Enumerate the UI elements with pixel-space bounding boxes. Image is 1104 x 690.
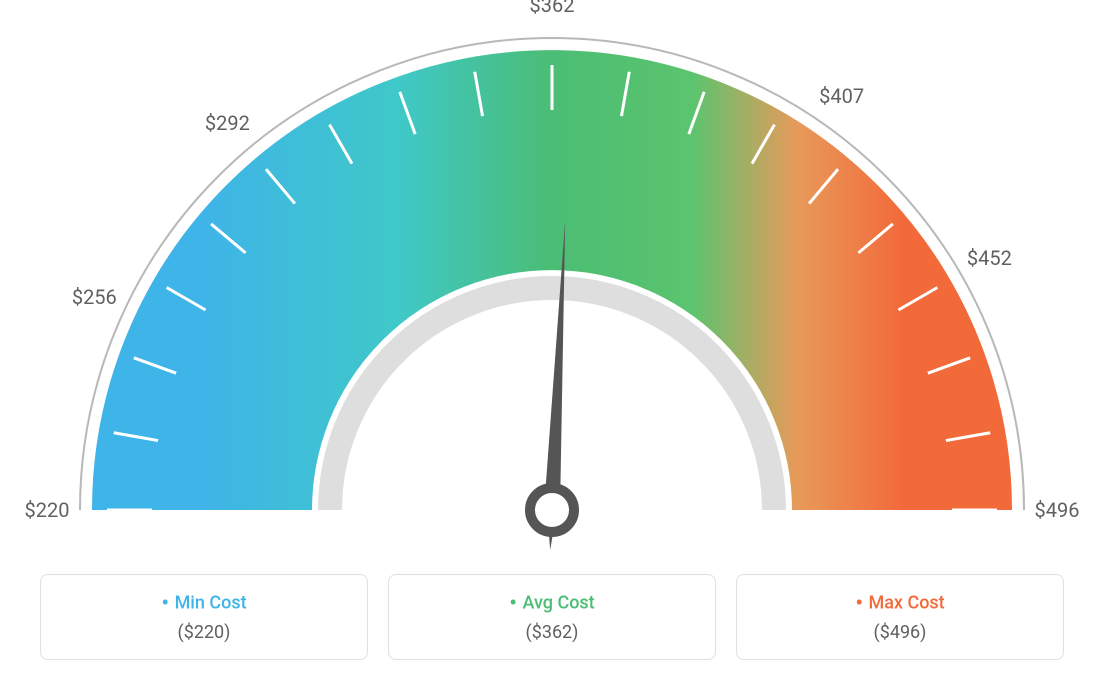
dial-tick-label: $292 [205,111,250,135]
legend-avg-value: ($362) [409,622,695,643]
legend-min-cost: Min Cost ($220) [40,574,368,660]
legend-max-cost: Max Cost ($496) [736,574,1064,660]
legend-avg-label: Avg Cost [409,591,695,616]
dial-tick-label: $362 [530,0,575,17]
dial-tick-label: $220 [25,498,70,522]
gauge-svg [0,0,1104,560]
cost-gauge-chart: $220 $256 $292 $362 $407 $452 $496 [0,0,1104,560]
legend-avg-cost: Avg Cost ($362) [388,574,716,660]
dial-tick-label: $496 [1035,498,1080,522]
legend-max-label: Max Cost [757,591,1043,616]
dial-tick-label: $407 [819,84,864,108]
dial-tick-label: $452 [967,246,1012,270]
legend-min-value: ($220) [61,622,347,643]
dial-tick-label: $256 [72,285,117,309]
legend-row: Min Cost ($220) Avg Cost ($362) Max Cost… [0,574,1104,660]
legend-min-label: Min Cost [61,591,347,616]
legend-max-value: ($496) [757,622,1043,643]
